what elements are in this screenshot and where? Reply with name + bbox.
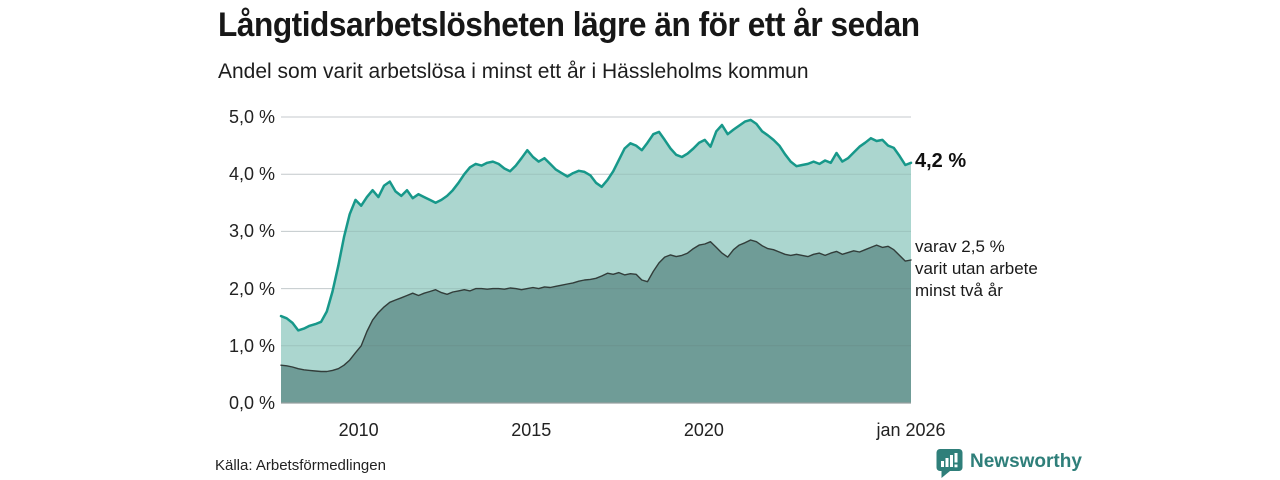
x-tick-label: 2015 [511, 420, 552, 440]
newsworthy-logo-text: Newsworthy [970, 451, 1082, 472]
y-tick-label: 5,0 % [228, 107, 275, 127]
y-tick-label: 4,0 % [228, 164, 275, 185]
y-tick-label: 3,0 % [228, 221, 275, 242]
secondary-annotation-line: minst två år [915, 281, 1003, 300]
chart-title: Långtidsarbetslösheten lägre än för ett … [218, 6, 920, 44]
x-tick-label: 2020 [683, 420, 724, 440]
end-value-label: 4,2 % [915, 150, 967, 172]
source-attribution: Källa: Arbetsförmedlingen [215, 457, 386, 474]
secondary-annotation-line: varit utan arbete [915, 259, 1038, 278]
y-tick-label: 2,0 % [228, 278, 275, 299]
newsworthy-logo-icon [936, 449, 963, 478]
y-tick-label: 0,0 % [228, 393, 275, 413]
newsworthy-logo: Newsworthy [936, 448, 1082, 480]
x-tick-label: jan 2026 [876, 420, 946, 440]
secondary-annotation: varav 2,5 % varit utan arbete minst två … [915, 236, 1038, 302]
y-tick-label: 1,0 % [228, 335, 275, 356]
x-tick-label: 2010 [338, 420, 379, 440]
secondary-annotation-line: varav 2,5 % [915, 237, 1005, 256]
chart-subtitle: Andel som varit arbetslösa i minst ett å… [218, 60, 809, 83]
